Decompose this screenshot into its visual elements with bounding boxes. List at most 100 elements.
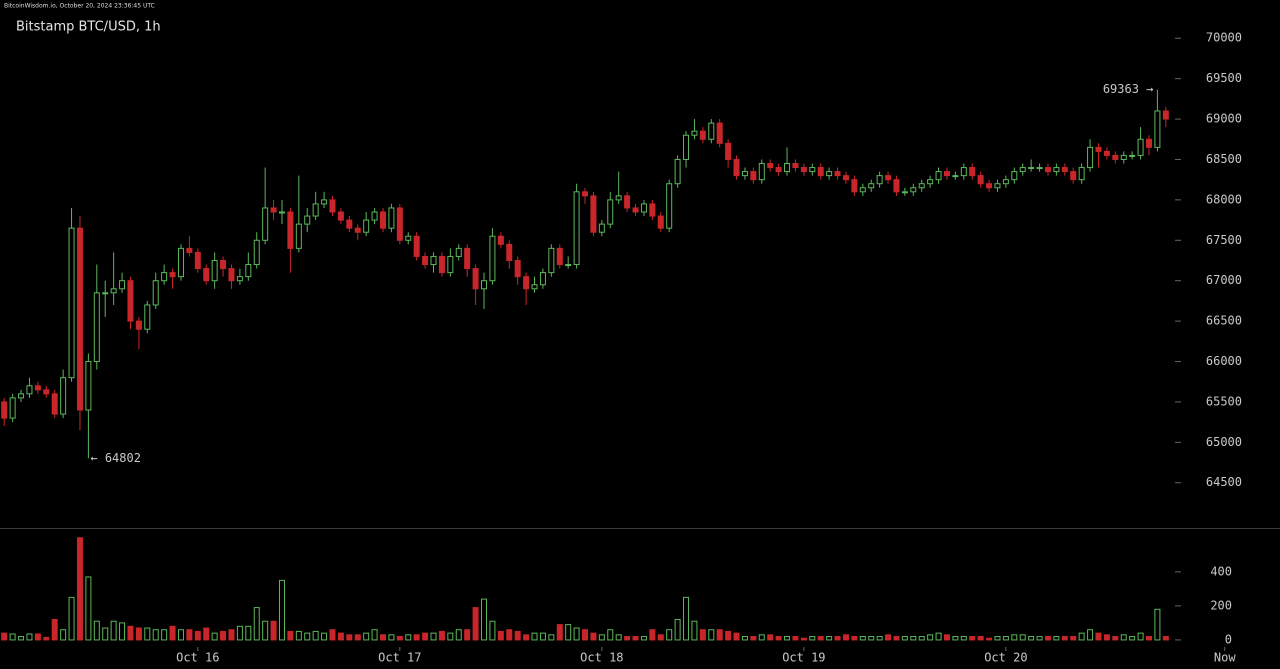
candle-body — [935, 171, 942, 181]
volume-bar — [379, 634, 386, 641]
candle-body — [775, 167, 782, 173]
volume-bar — [1120, 634, 1127, 641]
candle-body — [590, 195, 597, 233]
candle-body — [758, 163, 765, 181]
candle-body — [615, 195, 622, 201]
volume-bar — [127, 625, 134, 641]
volume-bar — [194, 630, 201, 641]
volume-bar — [135, 627, 142, 641]
candle-body — [455, 247, 462, 257]
candle-body — [842, 175, 849, 181]
candle-body — [1112, 154, 1119, 160]
volume-bar — [1137, 632, 1144, 641]
candle-body — [405, 235, 412, 241]
candle-body — [1120, 154, 1127, 160]
candle-body — [481, 280, 488, 290]
volume-bar — [18, 636, 25, 641]
candle-body — [640, 203, 647, 213]
volume-bar — [321, 632, 328, 641]
volume-bar — [438, 630, 445, 641]
volume-bar — [800, 637, 807, 641]
candle-body — [18, 393, 25, 399]
candle-body — [262, 207, 269, 241]
header: BitcoinWisdom.io, October 20, 2024 23:36… — [4, 3, 155, 10]
volume-bar — [152, 629, 159, 641]
volume-bar — [725, 630, 732, 641]
volume-bar — [304, 632, 311, 641]
candle-body — [363, 219, 370, 233]
candle-body — [657, 215, 664, 229]
volume-bar — [943, 634, 950, 641]
volume-bar — [9, 633, 16, 641]
candle-body — [826, 171, 833, 177]
y-tick-label: 69500 — [1206, 71, 1242, 85]
candle-body — [582, 191, 589, 197]
volume-bar — [817, 636, 824, 641]
volume-bar — [211, 632, 218, 641]
candle-body — [868, 183, 875, 189]
candle-body — [9, 397, 16, 419]
candle-body — [969, 167, 976, 177]
candle-body — [1070, 171, 1077, 181]
candle-body — [876, 175, 883, 185]
candle-body — [531, 284, 538, 290]
candle-body — [253, 239, 260, 266]
candle-body — [910, 187, 917, 193]
volume-bar — [632, 636, 639, 641]
volume-bar — [901, 636, 908, 641]
volume-bar — [952, 636, 959, 641]
volume-bar — [1028, 636, 1035, 641]
chart-title: Bitstamp BTC/USD, 1h — [16, 20, 161, 35]
volume-bar — [876, 636, 883, 641]
x-tick-label: Oct 20 — [984, 651, 1027, 665]
volume-bar — [573, 627, 580, 641]
volume-bar — [750, 636, 757, 641]
candle-body — [489, 235, 496, 282]
y-tick-label: 67500 — [1206, 233, 1242, 247]
volume-bar — [885, 634, 892, 641]
candle-body — [1061, 167, 1068, 173]
volume-bar — [270, 620, 277, 641]
candle-body — [1011, 171, 1018, 181]
volume-bar — [388, 634, 395, 641]
volume-bar — [649, 629, 656, 641]
candle-body — [952, 175, 959, 178]
candle-body — [851, 179, 858, 193]
candle-body — [321, 199, 328, 205]
candle-body — [1095, 146, 1102, 152]
candle-body — [1028, 167, 1035, 170]
candle-body — [708, 122, 715, 140]
volume-bar — [893, 636, 900, 641]
volume-bar — [236, 625, 243, 641]
volume-bar — [548, 634, 555, 641]
volume-bar — [615, 634, 622, 641]
volume-bar — [1145, 636, 1152, 641]
volume-bar — [986, 637, 993, 641]
candle-body — [413, 235, 420, 257]
volume-bar — [1011, 634, 1018, 641]
candle-body — [438, 255, 445, 274]
candle-body — [733, 158, 740, 177]
candle-body — [430, 255, 437, 266]
volume-bar — [287, 630, 294, 641]
volume-bar — [556, 624, 563, 641]
volume-bar — [1, 632, 8, 641]
volume-bar — [640, 636, 647, 641]
candle-body — [1019, 167, 1026, 173]
volume-bar — [312, 630, 319, 641]
candle-body — [472, 268, 479, 290]
volume-bar — [1112, 636, 1119, 641]
candle-body — [859, 187, 866, 193]
volume-bar — [624, 636, 631, 641]
candle-body — [295, 223, 302, 249]
volume-bar — [1053, 636, 1060, 641]
volume-bar — [733, 632, 740, 641]
volume-bar — [447, 632, 454, 641]
candle-body — [607, 199, 614, 225]
volume-bar — [396, 636, 403, 641]
volume-bar — [927, 634, 934, 641]
candle-body — [93, 292, 100, 363]
volume-bar — [481, 598, 488, 641]
candle-body — [34, 385, 41, 391]
